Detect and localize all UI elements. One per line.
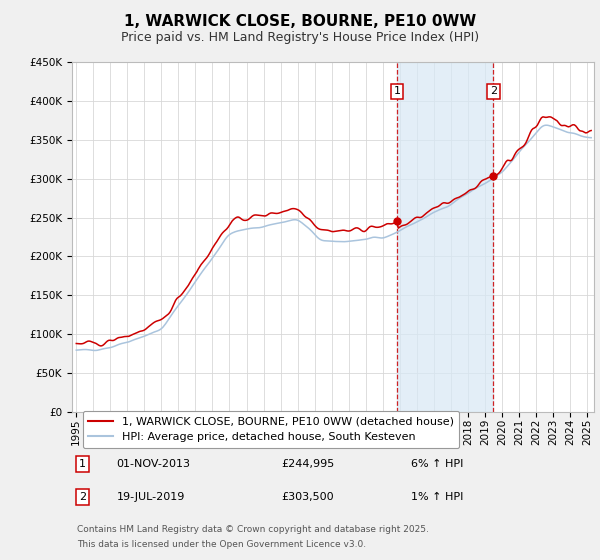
Text: 1: 1 <box>394 86 400 96</box>
Text: 1% ↑ HPI: 1% ↑ HPI <box>412 492 464 502</box>
Text: Contains HM Land Registry data © Crown copyright and database right 2025.: Contains HM Land Registry data © Crown c… <box>77 525 429 534</box>
Text: This data is licensed under the Open Government Licence v3.0.: This data is licensed under the Open Gov… <box>77 540 367 549</box>
Text: 1: 1 <box>79 459 86 469</box>
Text: 2: 2 <box>79 492 86 502</box>
Text: 6% ↑ HPI: 6% ↑ HPI <box>412 459 464 469</box>
Bar <box>397 62 493 412</box>
Text: 19-JUL-2019: 19-JUL-2019 <box>116 492 185 502</box>
Text: 01-NOV-2013: 01-NOV-2013 <box>116 459 190 469</box>
Legend: 1, WARWICK CLOSE, BOURNE, PE10 0WW (detached house), HPI: Average price, detache: 1, WARWICK CLOSE, BOURNE, PE10 0WW (deta… <box>83 411 459 448</box>
Text: 2: 2 <box>490 86 497 96</box>
Text: Price paid vs. HM Land Registry's House Price Index (HPI): Price paid vs. HM Land Registry's House … <box>121 31 479 44</box>
Text: £244,995: £244,995 <box>281 459 334 469</box>
Text: 1, WARWICK CLOSE, BOURNE, PE10 0WW: 1, WARWICK CLOSE, BOURNE, PE10 0WW <box>124 14 476 29</box>
Text: £303,500: £303,500 <box>281 492 334 502</box>
